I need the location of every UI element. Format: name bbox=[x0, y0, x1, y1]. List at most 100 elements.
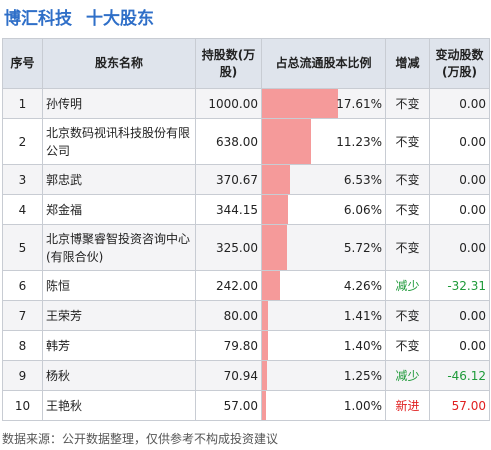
change-shares: 0.00 bbox=[429, 194, 490, 225]
change-shares: 0.00 bbox=[429, 330, 490, 361]
change-shares: 0.00 bbox=[429, 164, 490, 195]
change-status: 不变 bbox=[385, 330, 430, 361]
shares-held: 325.00 bbox=[195, 224, 262, 271]
table-row: 1 孙传明 1000.00 17.61% 不变 0.00 bbox=[2, 88, 490, 119]
shareholder-name: 北京数码视讯科技股份有限公司 bbox=[42, 118, 196, 165]
ratio-value: 17.61% bbox=[336, 96, 382, 111]
ratio-cell: 1.41% bbox=[261, 300, 386, 331]
table-row: 3 郭忠武 370.67 6.53% 不变 0.00 bbox=[2, 164, 490, 195]
change-shares: -32.31 bbox=[429, 270, 490, 301]
ratio-bar bbox=[262, 165, 291, 194]
table-row: 8 韩芳 79.80 1.40% 不变 0.00 bbox=[2, 330, 490, 361]
shares-held: 57.00 bbox=[195, 390, 262, 421]
title-subtitle: 十大股东 bbox=[86, 9, 154, 29]
header-name: 股东名称 bbox=[42, 38, 196, 89]
ratio-bar bbox=[262, 301, 269, 330]
change-status: 不变 bbox=[385, 88, 430, 119]
ratio-value: 1.25% bbox=[343, 368, 382, 383]
shares-held: 242.00 bbox=[195, 270, 262, 301]
ratio-cell: 6.06% bbox=[261, 194, 386, 225]
header-shares: 持股数(万股) bbox=[195, 38, 262, 89]
row-index: 8 bbox=[2, 330, 43, 361]
row-index: 2 bbox=[2, 118, 43, 165]
change-status: 不变 bbox=[385, 194, 430, 225]
table-row: 6 陈恒 242.00 4.26% 减少 -32.31 bbox=[2, 270, 490, 301]
ratio-bar bbox=[262, 195, 289, 224]
shareholder-name: 孙传明 bbox=[42, 88, 196, 119]
change-shares: 0.00 bbox=[429, 88, 490, 119]
shares-held: 80.00 bbox=[195, 300, 262, 331]
ratio-cell: 1.25% bbox=[261, 360, 386, 391]
change-status: 不变 bbox=[385, 118, 430, 165]
ratio-bar bbox=[262, 271, 281, 300]
header-change: 增减 bbox=[385, 38, 430, 89]
header-idx: 序号 bbox=[2, 38, 43, 89]
change-status: 新进 bbox=[385, 390, 430, 421]
shareholder-name: 北京博聚睿智投资咨询中心(有限合伙) bbox=[42, 224, 196, 271]
table-row: 5 北京博聚睿智投资咨询中心(有限合伙) 325.00 5.72% 不变 0.00 bbox=[2, 224, 490, 271]
row-index: 7 bbox=[2, 300, 43, 331]
change-shares: 0.00 bbox=[429, 224, 490, 271]
table-header-row: 序号 股东名称 持股数(万股) 占总流通股本比例 增减 变动股数(万股) bbox=[2, 38, 490, 89]
ratio-value: 4.26% bbox=[343, 278, 382, 293]
change-status: 不变 bbox=[385, 164, 430, 195]
ratio-bar bbox=[262, 89, 338, 118]
table-row: 4 郑金福 344.15 6.06% 不变 0.00 bbox=[2, 194, 490, 225]
ratio-cell: 17.61% bbox=[261, 88, 386, 119]
ratio-value: 1.00% bbox=[343, 398, 382, 413]
ratio-bar bbox=[262, 361, 268, 390]
shares-held: 638.00 bbox=[195, 118, 262, 165]
shareholder-name: 郭忠武 bbox=[42, 164, 196, 195]
ratio-value: 1.41% bbox=[343, 308, 382, 323]
row-index: 9 bbox=[2, 360, 43, 391]
ratio-value: 1.40% bbox=[343, 338, 382, 353]
shareholder-name: 韩芳 bbox=[42, 330, 196, 361]
change-shares: 0.00 bbox=[429, 300, 490, 331]
row-index: 10 bbox=[2, 390, 43, 421]
row-index: 5 bbox=[2, 224, 43, 271]
change-status: 不变 bbox=[385, 300, 430, 331]
company-name: 博汇科技 bbox=[4, 9, 72, 29]
ratio-cell: 4.26% bbox=[261, 270, 386, 301]
row-index: 4 bbox=[2, 194, 43, 225]
table-body: 1 孙传明 1000.00 17.61% 不变 0.00 2 北京数码视讯科技股份有限公司 63… bbox=[2, 88, 490, 421]
table-row: 10 王艳秋 57.00 1.00% 新进 57.00 bbox=[2, 390, 490, 421]
ratio-bar bbox=[262, 225, 287, 270]
ratio-bar bbox=[262, 119, 311, 164]
shareholder-name: 王艳秋 bbox=[42, 390, 196, 421]
header-delta: 变动股数(万股) bbox=[429, 38, 490, 89]
change-shares: 57.00 bbox=[429, 390, 490, 421]
ratio-value: 6.06% bbox=[343, 202, 382, 217]
row-index: 1 bbox=[2, 88, 43, 119]
header-ratio: 占总流通股本比例 bbox=[261, 38, 386, 89]
shareholder-name: 王荣芳 bbox=[42, 300, 196, 331]
ratio-value: 11.23% bbox=[336, 134, 382, 149]
ratio-value: 5.72% bbox=[343, 240, 382, 255]
shareholders-table: 序号 股东名称 持股数(万股) 占总流通股本比例 增减 变动股数(万股) 1 孙传… bbox=[2, 38, 490, 421]
row-index: 6 bbox=[2, 270, 43, 301]
ratio-cell: 6.53% bbox=[261, 164, 386, 195]
data-source-note: 数据来源：公开数据整理，仅供参考不构成投资建议 bbox=[2, 432, 279, 446]
shares-held: 370.67 bbox=[195, 164, 262, 195]
shares-held: 79.80 bbox=[195, 330, 262, 361]
ratio-cell: 1.40% bbox=[261, 330, 386, 361]
shareholder-name: 杨秋 bbox=[42, 360, 196, 391]
change-status: 不变 bbox=[385, 224, 430, 271]
ratio-cell: 1.00% bbox=[261, 390, 386, 421]
change-shares: 0.00 bbox=[429, 118, 490, 165]
shareholder-name: 郑金福 bbox=[42, 194, 196, 225]
row-index: 3 bbox=[2, 164, 43, 195]
change-status: 减少 bbox=[385, 270, 430, 301]
ratio-value: 6.53% bbox=[343, 172, 382, 187]
shares-held: 1000.00 bbox=[195, 88, 262, 119]
ratio-cell: 11.23% bbox=[261, 118, 386, 165]
ratio-bar bbox=[262, 391, 267, 420]
table-row: 7 王荣芳 80.00 1.41% 不变 0.00 bbox=[2, 300, 490, 331]
shareholder-name: 陈恒 bbox=[42, 270, 196, 301]
ratio-bar bbox=[262, 331, 268, 360]
shares-held: 344.15 bbox=[195, 194, 262, 225]
ratio-cell: 5.72% bbox=[261, 224, 386, 271]
table-row: 2 北京数码视讯科技股份有限公司 638.00 11.23% 不变 0.00 bbox=[2, 118, 490, 165]
shares-held: 70.94 bbox=[195, 360, 262, 391]
change-shares: -46.12 bbox=[429, 360, 490, 391]
